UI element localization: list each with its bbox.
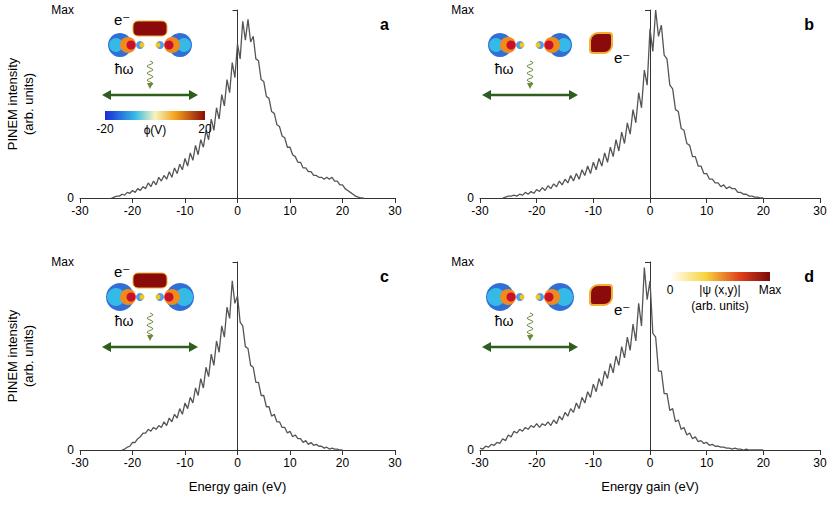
- svg-text:Max: Max: [451, 3, 474, 17]
- svg-text:0: 0: [647, 204, 654, 218]
- svg-text:Max: Max: [451, 255, 474, 269]
- svg-text:-10: -10: [585, 456, 603, 470]
- svg-text:10: 10: [283, 456, 297, 470]
- svg-text:ħω: ħω: [495, 61, 514, 77]
- svg-text:10: 10: [700, 456, 714, 470]
- svg-text:c: c: [380, 268, 389, 285]
- svg-text:b: b: [804, 16, 814, 33]
- svg-text:-20: -20: [124, 204, 142, 218]
- svg-text:a: a: [380, 16, 389, 33]
- svg-text:(arb. units): (arb. units): [691, 299, 748, 313]
- svg-text:ħω: ħω: [115, 61, 134, 77]
- svg-text:(arb. units): (arb. units): [21, 325, 36, 387]
- svg-text:PINEM intensity: PINEM intensity: [5, 309, 20, 402]
- svg-text:20: 20: [336, 456, 350, 470]
- svg-text:Max: Max: [51, 3, 74, 17]
- svg-text:20: 20: [336, 204, 350, 218]
- svg-text:-20: -20: [528, 204, 546, 218]
- svg-text:20: 20: [757, 456, 771, 470]
- svg-text:0: 0: [647, 456, 654, 470]
- svg-text:-30: -30: [471, 456, 489, 470]
- svg-text:e⁻: e⁻: [614, 301, 630, 318]
- svg-text:ħω: ħω: [115, 313, 134, 329]
- svg-text:ϕ(V): ϕ(V): [144, 123, 167, 137]
- svg-text:d: d: [804, 268, 814, 285]
- svg-text:-30: -30: [471, 204, 489, 218]
- svg-text:-30: -30: [71, 456, 89, 470]
- svg-text:-20: -20: [96, 122, 114, 136]
- svg-text:30: 30: [813, 204, 827, 218]
- svg-text:-10: -10: [585, 204, 603, 218]
- svg-text:0: 0: [467, 191, 474, 205]
- svg-text:e⁻: e⁻: [114, 263, 130, 280]
- svg-text:0: 0: [234, 204, 241, 218]
- svg-text:e⁻: e⁻: [614, 49, 630, 66]
- svg-text:-20: -20: [528, 456, 546, 470]
- svg-text:10: 10: [283, 204, 297, 218]
- svg-text:(arb. units): (arb. units): [21, 73, 36, 135]
- svg-text:PINEM intensity: PINEM intensity: [5, 57, 20, 150]
- svg-text:ħω: ħω: [495, 313, 514, 329]
- svg-text:0: 0: [234, 456, 241, 470]
- svg-text:-10: -10: [176, 204, 194, 218]
- svg-text:-30: -30: [71, 204, 89, 218]
- svg-text:e⁻: e⁻: [114, 11, 130, 28]
- svg-text:Max: Max: [51, 255, 74, 269]
- svg-text:20: 20: [757, 204, 771, 218]
- svg-text:Energy gain (eV): Energy gain (eV): [601, 479, 699, 494]
- svg-text:|ψ (x,y)|: |ψ (x,y)|: [699, 283, 740, 297]
- svg-text:10: 10: [700, 204, 714, 218]
- svg-text:30: 30: [813, 456, 827, 470]
- svg-text:0: 0: [467, 443, 474, 457]
- svg-text:20: 20: [198, 122, 212, 136]
- svg-text:0: 0: [67, 191, 74, 205]
- svg-text:Max: Max: [759, 283, 782, 297]
- svg-text:30: 30: [388, 204, 402, 218]
- svg-text:0: 0: [67, 443, 74, 457]
- svg-text:-20: -20: [124, 456, 142, 470]
- svg-text:Energy gain (eV): Energy gain (eV): [189, 479, 287, 494]
- svg-text:30: 30: [388, 456, 402, 470]
- svg-text:0: 0: [667, 283, 674, 297]
- svg-text:-10: -10: [176, 456, 194, 470]
